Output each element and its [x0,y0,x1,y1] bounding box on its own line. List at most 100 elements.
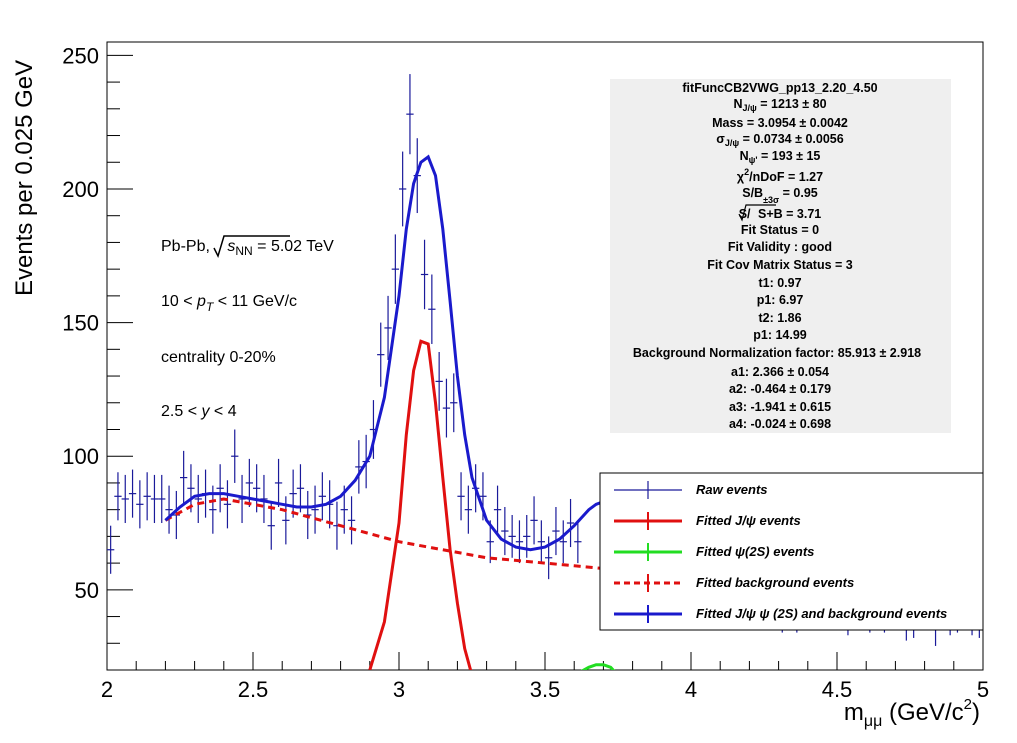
raw-data-point [420,239,429,310]
raw-data-point [223,480,232,529]
y-axis-title: Events per 0.025 GeV [11,60,38,296]
centrality-label: centrality 0-20% [161,349,276,366]
x-tick-label: 2.5 [238,677,269,702]
y-tick-label: 50 [75,578,99,603]
raw-data-point [384,295,392,361]
raw-data-point [391,234,399,304]
x-tick-label: 5 [977,677,989,702]
legend-label: Fitted J/ψ events [696,513,801,528]
x-tick-label: 4 [685,677,697,702]
stats-sqrt-symbol [738,204,776,222]
raw-data-point [574,520,582,564]
raw-data-point [107,525,115,574]
stats-mass: Mass = 3.0954 ± 0.0042 [712,116,848,130]
raw-data-point [260,474,268,524]
stats-a1: a1: 2.366 ± 0.054 [731,365,829,379]
stats-fit-validity: Fit Validity : good [728,240,832,254]
stats-sigma: σJ/ψ = 0.0734 ± 0.0056 [716,132,843,148]
background-fit-line [164,497,604,570]
pt-range-label: 10 < pT < 11 GeV/c [161,293,297,314]
stats-a2: a2: -0.464 ± 0.179 [729,382,831,396]
raw-data-point [318,472,326,521]
raw-data-point [450,373,458,433]
raw-data-point [537,520,545,564]
psi2s-fit-line [580,663,616,670]
x-axis-title: mμμ (GeV/c2) [844,696,980,730]
stats-a4: a4: -0.024 ± 0.698 [729,417,831,431]
raw-data-point [347,496,356,545]
collision-label: Pb-Pb, sNN = 5.02 TeV [161,238,334,258]
raw-data-point [355,440,363,494]
raw-data-point [180,450,188,505]
raw-data-point [289,469,297,518]
raw-data-point [143,472,151,521]
x-tick-label: 3.5 [530,677,561,702]
raw-data-point [136,480,144,529]
y-tick-label: 100 [62,444,99,469]
raw-data-point [194,474,202,524]
raw-data-point [552,506,560,556]
stats-a3: a3: -1.941 ± 0.615 [729,400,831,414]
stats-background [610,79,951,433]
x-tick-label: 3 [393,677,405,702]
raw-data-point [128,469,137,518]
stats-n-jpsi: NJ/ψ = 1213 ± 80 [733,97,826,113]
stats-p1: p1: 6.97 [757,293,804,307]
raw-data-point [515,520,524,564]
raw-data-point [267,501,275,550]
raw-data-point [523,515,531,558]
x-tick-label: 2 [101,677,113,702]
raw-data-point [187,464,195,513]
annotations: Pb-Pb, sNN = 5.02 TeV 10 < pT < 11 GeV/c… [161,235,334,420]
raw-data-point [493,485,502,534]
stats-title: fitFuncCB2VWG_pp13_2.20_4.50 [682,81,877,95]
raw-data-point [508,515,516,558]
raw-data-point [231,429,239,483]
raw-data-point [274,458,283,507]
raw-data-point [406,74,414,155]
legend-jpsi-fit: Fitted J/ψ events [614,512,801,530]
stats-p1-second: p1: 14.99 [753,328,807,342]
raw-data-point [216,464,224,513]
stats-fit-cov: Fit Cov Matrix Status = 3 [707,258,853,272]
legend-label: Raw events [696,482,768,497]
sqrt-symbol [213,235,290,259]
x-tick-label: 4.5 [822,677,853,702]
raw-data-point [158,474,166,524]
raw-data-point [121,474,129,524]
total-fit-line [164,154,604,552]
legend-psi2s-fit: Fitted ψ(2S) events [614,543,814,561]
raw-data-point [442,378,451,438]
legend-total-fit: Fitted J/ψ ψ (2S) and background events [614,605,947,623]
y-tick-label: 150 [62,311,99,336]
raw-data-point [501,506,509,556]
legend-background-fit: Fitted background events [614,574,854,592]
raw-data-point [114,472,122,521]
raw-data-point [311,485,319,534]
legend: Raw events Fitted J/ψ events Fitted ψ(2S) … [599,472,984,631]
stats-fit-status: Fit Status = 0 [741,223,819,237]
x-axis: 2 2.5 3 3.5 4 4.5 5 [101,652,989,702]
stats-significance: S/ S+B = 3.71 [739,207,822,221]
raw-data-point [559,520,567,564]
stats-n-psi2s: Nψ' = 193 ± 15 [740,149,821,165]
raw-data-point [150,474,159,524]
raw-data-point [464,485,472,534]
rapidity-label: 2.5 < y < 4 [161,403,237,420]
raw-data-point [566,498,575,548]
raw-data-point [530,496,538,545]
fit-stats-box: fitFuncCB2VWG_pp13_2.20_4.50 NJ/ψ = 1213… [610,79,951,433]
raw-data-point [435,351,443,411]
raw-data-point [296,464,305,513]
stats-bkg-norm: Background Normalization factor: 85.913 … [633,346,921,360]
legend-raw-events: Raw events [614,481,768,499]
raw-data-point [399,151,407,227]
stats-t1: t1: 0.97 [758,276,801,290]
raw-data-point [377,322,385,387]
y-tick-label: 200 [62,177,99,202]
legend-label: Fitted ψ(2S) events [696,544,814,559]
raw-data-point [457,472,465,521]
raw-data-point [486,520,494,564]
raw-data-point [428,274,436,344]
